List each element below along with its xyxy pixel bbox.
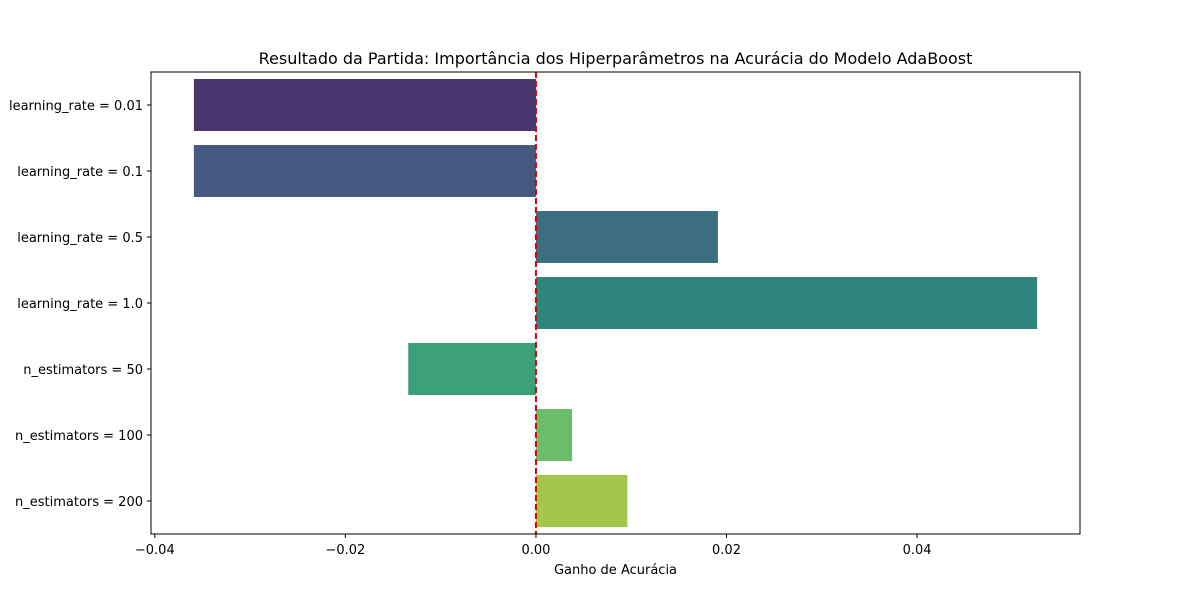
bar-n-estimators-100 — [535, 409, 573, 461]
bar-n-estimators-200 — [535, 475, 628, 527]
x-axis-label: Ganho de Acurácia — [554, 563, 677, 578]
bar-learning-rate-0-5 — [535, 211, 718, 263]
bar-learning-rate-0-01 — [193, 79, 536, 131]
chart-title: Resultado da Partida: Importância dos Hi… — [259, 49, 973, 68]
plot-frame — [150, 71, 1081, 535]
bar-learning-rate-1-0 — [535, 277, 1038, 329]
y-tick-label: n_estimators = 50 — [23, 363, 143, 378]
y-tick-label: learning_rate = 0.5 — [17, 231, 143, 246]
bars-group — [193, 79, 1038, 527]
y-tick-label: n_estimators = 100 — [15, 429, 143, 444]
y-axis-ticks: learning_rate = 0.01 learning_rate = 0.1 l… — [9, 99, 151, 510]
y-tick-label: n_estimators = 200 — [15, 495, 143, 510]
x-tick-label: 0.04 — [903, 543, 932, 558]
x-tick-label: −0.02 — [325, 543, 365, 558]
y-tick-label: learning_rate = 0.1 — [17, 165, 143, 180]
bar-learning-rate-0-1 — [193, 145, 536, 197]
bar-n-estimators-50 — [408, 343, 536, 395]
x-tick-label: 0.02 — [712, 543, 741, 558]
x-tick-label: 0.00 — [521, 543, 550, 558]
y-tick-label: learning_rate = 0.01 — [9, 99, 143, 114]
x-axis-ticks: −0.04 −0.02 0.00 0.02 0.04 — [135, 534, 932, 558]
x-tick-label: −0.04 — [135, 543, 175, 558]
y-tick-label: learning_rate = 1.0 — [17, 297, 143, 312]
